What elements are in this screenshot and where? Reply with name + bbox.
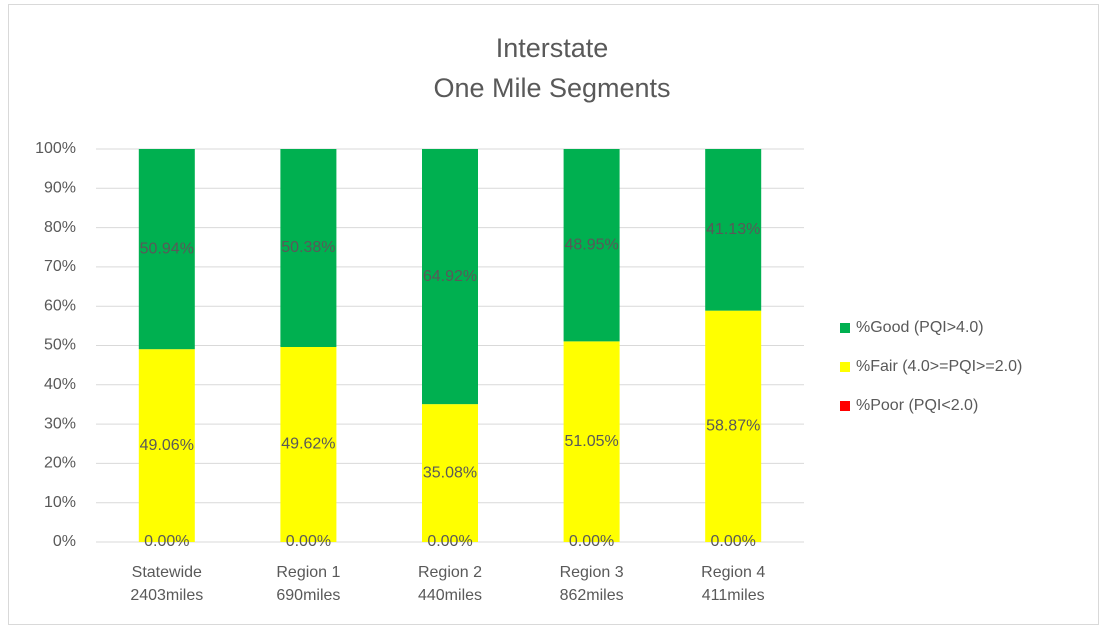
y-tick-label: 10% xyxy=(44,494,76,511)
x-tick-label: 2403miles xyxy=(130,587,203,604)
data-label: 58.87% xyxy=(706,418,760,435)
y-tick-label: 80% xyxy=(44,219,76,236)
bar-segment xyxy=(705,149,762,311)
y-tick-label: 40% xyxy=(44,376,76,393)
y-tick-label: 50% xyxy=(44,337,76,354)
data-label: 41.13% xyxy=(706,221,760,238)
y-tick-label: 30% xyxy=(44,415,76,432)
x-tick-label: Region 1 xyxy=(276,564,340,581)
bar-segment xyxy=(138,149,195,350)
bar-segment xyxy=(422,404,478,542)
data-label: 0.00% xyxy=(427,533,472,550)
legend-label: %Fair (4.0>=PQI>=2.0) xyxy=(856,358,1022,375)
x-tick-label: 440miles xyxy=(418,587,482,604)
data-label: 50.38% xyxy=(281,239,335,256)
data-label: 49.62% xyxy=(281,436,335,453)
y-tick-label: 0% xyxy=(53,533,76,550)
data-label: 0.00% xyxy=(144,533,189,550)
data-label: 0.00% xyxy=(286,533,331,550)
bar-segment xyxy=(563,341,620,542)
legend-label: %Poor (PQI<2.0) xyxy=(856,397,978,414)
data-label: 0.00% xyxy=(569,533,614,550)
x-tick-label: Region 2 xyxy=(418,564,482,581)
bar-segment xyxy=(422,149,478,405)
bar-segment xyxy=(705,310,762,542)
data-label: 48.95% xyxy=(564,236,618,253)
data-label: 35.08% xyxy=(423,464,477,481)
bar-segment xyxy=(138,349,195,542)
legend-swatch xyxy=(840,362,850,372)
x-tick-label: Region 4 xyxy=(701,564,765,581)
chart-title: Interstate xyxy=(496,33,609,63)
data-label: 0.00% xyxy=(711,533,756,550)
x-tick-label: 690miles xyxy=(276,587,340,604)
bar-segment xyxy=(280,346,337,542)
legend-swatch xyxy=(840,323,850,333)
y-tick-label: 70% xyxy=(44,258,76,275)
data-label: 64.92% xyxy=(423,268,477,285)
data-label: 49.06% xyxy=(140,437,194,454)
x-tick-label: 411miles xyxy=(702,587,765,604)
chart-subtitle: One Mile Segments xyxy=(433,73,670,103)
x-tick-label: Region 3 xyxy=(560,564,624,581)
y-tick-label: 100% xyxy=(35,140,76,157)
legend-swatch xyxy=(840,401,850,411)
legend-label: %Good (PQI>4.0) xyxy=(856,319,984,336)
data-label: 50.94% xyxy=(140,240,194,257)
x-tick-label: 862miles xyxy=(560,587,624,604)
y-tick-label: 20% xyxy=(44,455,76,472)
data-label: 51.05% xyxy=(564,433,618,450)
bar-segment xyxy=(280,149,337,347)
x-tick-label: Statewide xyxy=(132,564,202,581)
y-tick-label: 90% xyxy=(44,180,76,197)
y-tick-label: 60% xyxy=(44,297,76,314)
bar-segment xyxy=(563,149,620,342)
